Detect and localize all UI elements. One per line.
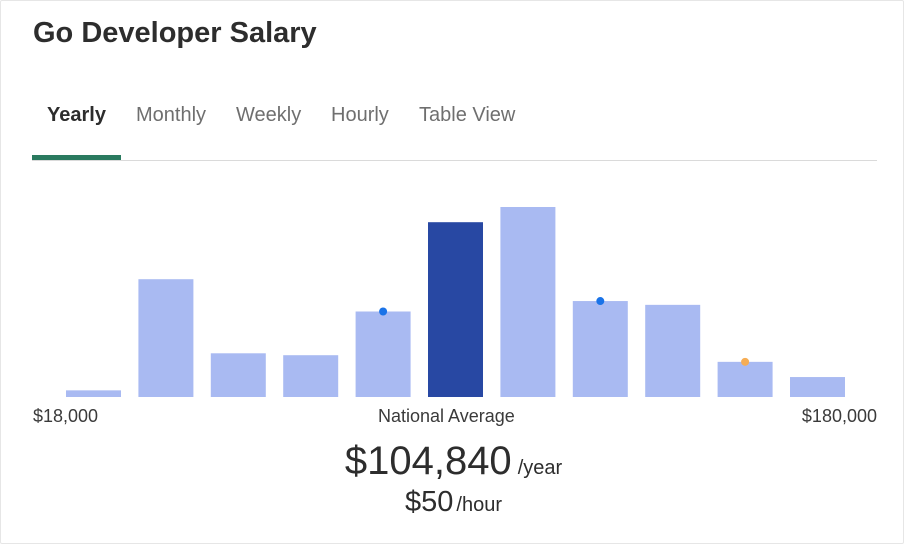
yearly-salary-unit: /year [517,457,563,479]
tab-hourly[interactable]: Hourly [331,104,389,126]
yearly-salary-amount: $104,840 [344,439,512,483]
national-average-label: National Average [378,406,515,426]
tab-yearly[interactable]: Yearly [47,104,106,126]
tab-table-view[interactable]: Table View [419,104,516,126]
hourly-salary-amount: $50 [405,486,454,518]
tab-monthly[interactable]: Monthly [136,104,207,126]
page-title: Go Developer Salary [33,17,317,49]
active-tab-indicator [32,155,121,160]
hourly-salary-unit: /hour [456,494,502,516]
tabs-divider [32,160,877,161]
axis-min-label: $18,000 [33,406,99,426]
yearly-salary: $104,840/year [0,439,907,484]
tab-weekly[interactable]: Weekly [236,104,302,126]
axis-max-label: $180,000 [801,406,877,426]
hourly-salary: $50/hour [0,486,907,519]
